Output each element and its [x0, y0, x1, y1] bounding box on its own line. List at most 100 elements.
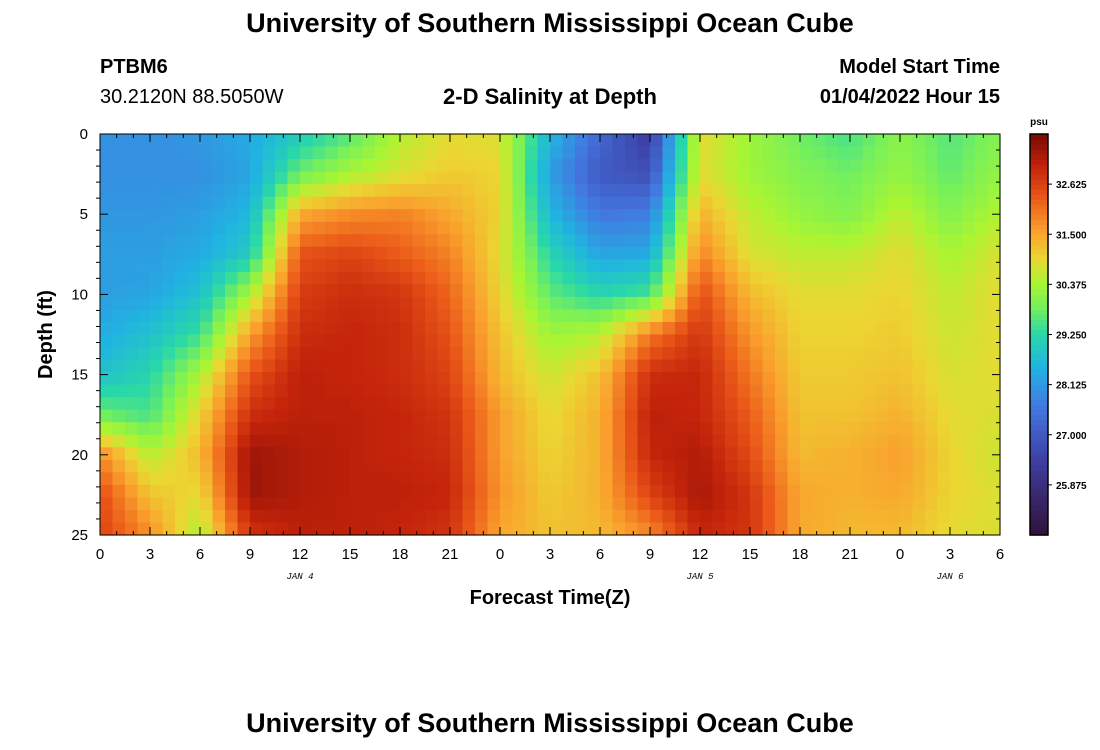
heatmap-cell [925, 246, 939, 260]
heatmap-cell [987, 472, 1001, 486]
heatmap-cell [362, 347, 376, 361]
heatmap-cell [850, 472, 864, 486]
heatmap-cell [737, 347, 751, 361]
heatmap-cell [800, 321, 814, 336]
heatmap-cell [287, 434, 301, 448]
heatmap-cell [500, 196, 514, 210]
heatmap-cell [112, 359, 126, 373]
heatmap-cell [987, 359, 1001, 373]
heatmap-cell [475, 522, 489, 536]
heatmap-cell [437, 434, 451, 448]
heatmap-cell [337, 347, 351, 361]
heatmap-cell [712, 171, 726, 185]
heatmap-cell [200, 171, 214, 185]
heatmap-cell [100, 221, 114, 235]
heatmap-cell [175, 397, 189, 411]
heatmap-cell [125, 509, 139, 524]
heatmap-cell [125, 359, 139, 373]
heatmap-cell [600, 321, 614, 336]
heatmap-cell [300, 372, 314, 386]
heatmap-cell [212, 522, 226, 536]
heatmap-cell [912, 434, 926, 448]
heatmap-cell [400, 384, 414, 398]
heatmap-cell [937, 271, 951, 285]
heatmap-cell [187, 484, 201, 499]
heatmap-cell [300, 359, 314, 373]
heatmap-cell [812, 334, 826, 348]
heatmap-cell [237, 184, 251, 198]
heatmap-cell [512, 359, 526, 373]
heatmap-cell [775, 422, 789, 436]
heatmap-cell [637, 522, 651, 536]
colorbar-segment [1030, 259, 1048, 265]
heatmap-cell [137, 472, 151, 486]
heatmap-cell [312, 384, 326, 398]
heatmap-cell [887, 447, 901, 461]
heatmap-cell [412, 447, 426, 461]
heatmap-cell [112, 372, 126, 386]
heatmap-cell [412, 234, 426, 248]
heatmap-cell [725, 234, 739, 248]
heatmap-cell [112, 434, 126, 448]
heatmap-cell [875, 234, 889, 248]
heatmap-cell [762, 159, 776, 173]
heatmap-cell [875, 134, 889, 148]
heatmap-cell [125, 296, 139, 311]
heatmap-cell [787, 309, 801, 323]
heatmap-cell [675, 522, 689, 536]
heatmap-cell [775, 321, 789, 336]
heatmap-cell [600, 522, 614, 536]
heatmap-cell [787, 447, 801, 461]
heatmap-cell [137, 484, 151, 499]
heatmap-cell [287, 159, 301, 173]
heatmap-cell [600, 334, 614, 348]
heatmap-cell [775, 472, 789, 486]
heatmap-cell [987, 209, 1001, 223]
heatmap-cell [362, 221, 376, 235]
heatmap-cell [687, 134, 701, 148]
heatmap-cell [612, 284, 626, 298]
heatmap-cell [587, 459, 601, 473]
heatmap-cell [787, 522, 801, 536]
heatmap-cell [625, 234, 639, 248]
heatmap-cell [750, 221, 764, 235]
heatmap-cell [337, 447, 351, 461]
heatmap-cell [212, 372, 226, 386]
heatmap-cell [112, 484, 126, 499]
heatmap-cell [537, 146, 551, 160]
heatmap-cell [762, 259, 776, 273]
heatmap-cell [650, 422, 664, 436]
heatmap-cell [725, 447, 739, 461]
heatmap-cell [812, 472, 826, 486]
heatmap-cell [500, 447, 514, 461]
heatmap-cell [675, 321, 689, 336]
heatmap-cell [625, 259, 639, 273]
x-tick-label: 3 [946, 546, 954, 563]
heatmap-cell [762, 509, 776, 524]
heatmap-cell [187, 434, 201, 448]
heatmap-cell [625, 221, 639, 235]
heatmap-cell [175, 221, 189, 235]
heatmap-cell [937, 484, 951, 499]
heatmap-cell [500, 409, 514, 423]
heatmap-cell [650, 296, 664, 311]
heatmap-cell [637, 196, 651, 210]
heatmap-cell [175, 372, 189, 386]
heatmap-cell [562, 522, 576, 536]
heatmap-cell [425, 321, 439, 336]
colorbar-segment [1030, 254, 1048, 260]
heatmap-cell [662, 334, 676, 348]
heatmap-cell [912, 397, 926, 411]
heatmap-cell [150, 159, 164, 173]
heatmap-cell [375, 221, 389, 235]
x-tick-label: 6 [596, 546, 604, 563]
heatmap-cell [312, 347, 326, 361]
heatmap-cell [900, 184, 914, 198]
x-tick-label: 6 [196, 546, 204, 563]
heatmap-cell [162, 134, 176, 148]
heatmap-cell [312, 159, 326, 173]
heatmap-cell [350, 384, 364, 398]
heatmap-cell [625, 171, 639, 185]
chart-subtitle: 2-D Salinity at Depth [443, 84, 657, 109]
heatmap-cell [175, 321, 189, 336]
